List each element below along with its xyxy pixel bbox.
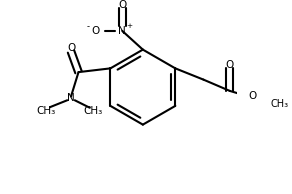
Text: O: O: [118, 0, 126, 10]
Text: CH₃: CH₃: [83, 106, 102, 116]
Text: CH₃: CH₃: [36, 106, 55, 116]
Text: O: O: [92, 26, 100, 36]
Text: +: +: [127, 23, 133, 29]
Text: O: O: [67, 43, 75, 53]
Text: -: -: [87, 22, 90, 31]
Text: O: O: [226, 60, 234, 70]
Text: O: O: [248, 92, 256, 101]
Text: N: N: [118, 26, 126, 36]
Text: CH₃: CH₃: [270, 99, 288, 109]
Text: N: N: [67, 93, 75, 103]
